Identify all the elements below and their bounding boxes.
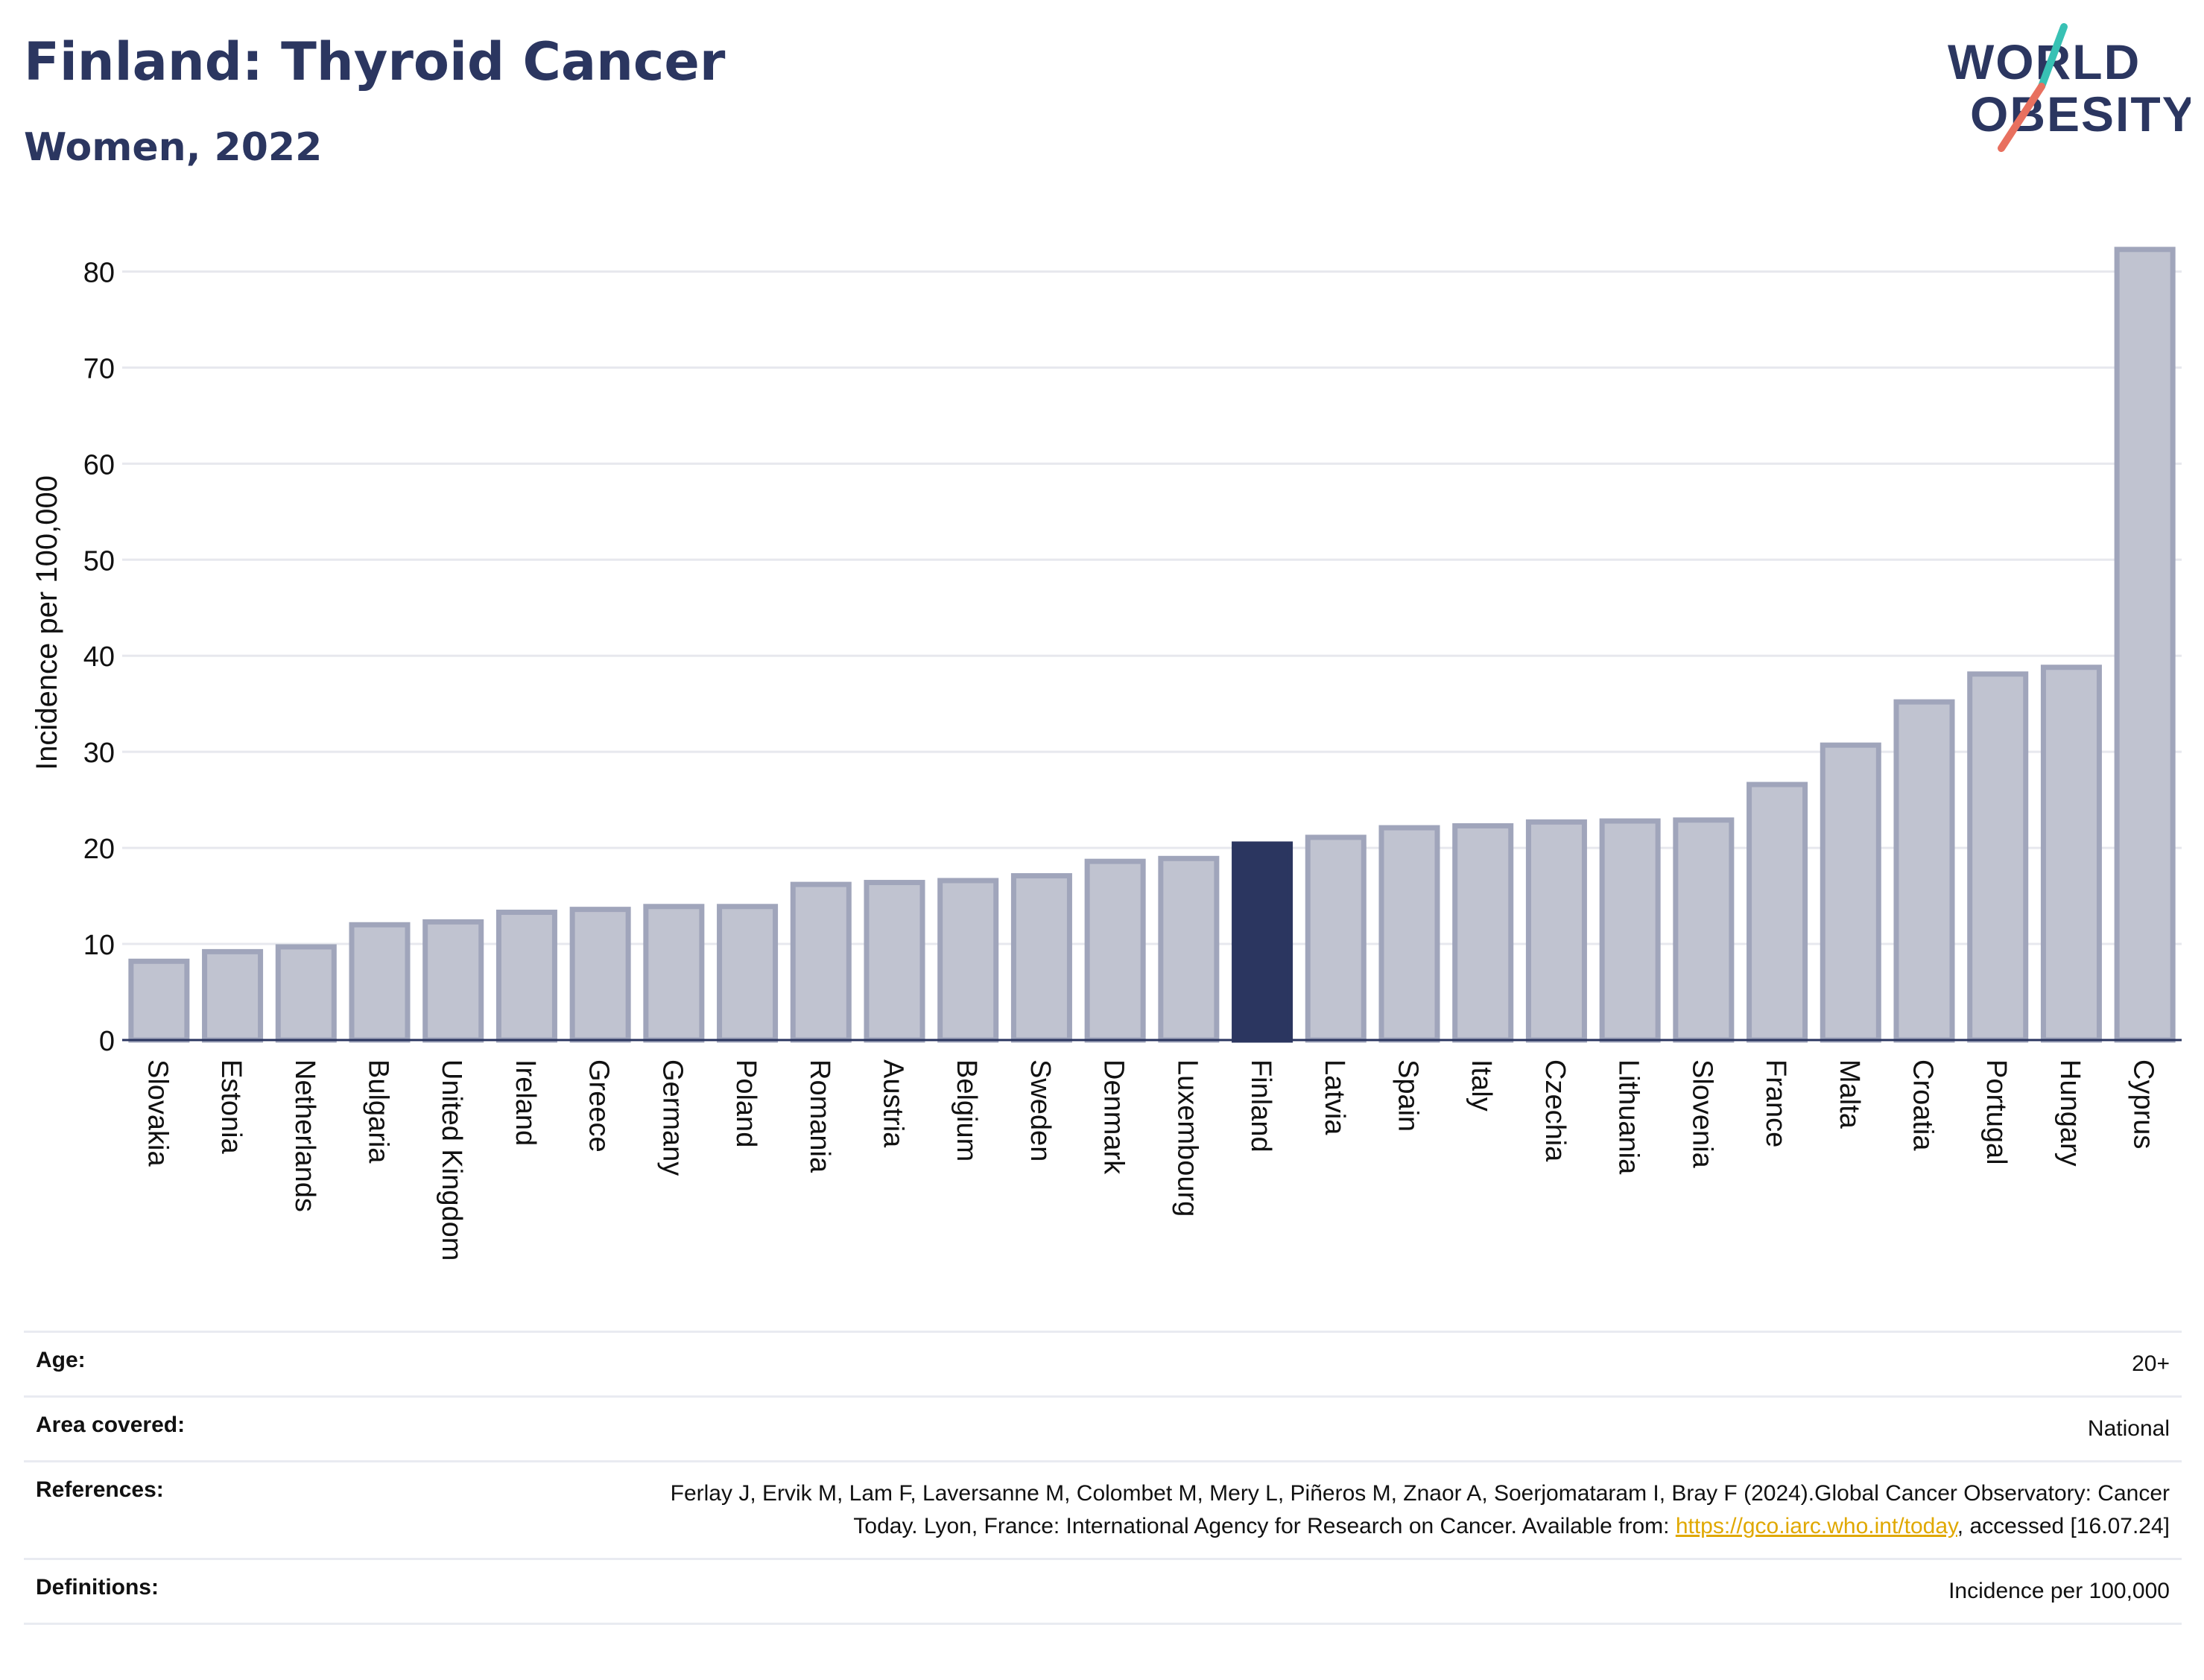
x-tick-label: United Kingdom xyxy=(436,1059,467,1261)
x-tick-label: Ireland xyxy=(510,1059,541,1146)
x-tick-label: Slovenia xyxy=(1686,1059,1717,1169)
bar-czechia xyxy=(1525,819,1587,1043)
x-tick-label: Romania xyxy=(804,1059,835,1173)
bar-netherlands xyxy=(275,944,337,1043)
references-tail: , accessed [16.07.24] xyxy=(1957,1514,2170,1538)
x-tick-label: Cyprus xyxy=(2128,1059,2159,1149)
bar-spain xyxy=(1378,825,1440,1043)
page-subtitle: Women, 2022 xyxy=(24,125,323,170)
bar-cyprus xyxy=(2114,247,2176,1043)
bar-austria xyxy=(864,880,925,1043)
age-label: Age: xyxy=(36,1348,86,1372)
bars xyxy=(128,247,2176,1043)
meta-row-definitions: Definitions: Incidence per 100,000 xyxy=(24,1558,2182,1625)
x-tick-label: Netherlands xyxy=(289,1059,320,1212)
y-tick-label: 0 xyxy=(99,1026,115,1057)
meta-row-area: Area covered: National xyxy=(24,1395,2182,1460)
bar-portugal xyxy=(1967,671,2029,1043)
x-tick-label: Sweden xyxy=(1025,1059,1056,1161)
y-axis-label: Incidence per 100,000 xyxy=(31,475,63,770)
x-tick-label: Austria xyxy=(878,1059,909,1148)
references-link[interactable]: https://gco.iarc.who.int/today xyxy=(1675,1514,1957,1538)
x-tick-label: Estonia xyxy=(215,1059,247,1155)
y-axis-ticks: 0 10 20 30 40 50 60 70 80 xyxy=(83,257,115,1057)
x-tick-label: Bulgaria xyxy=(363,1059,394,1164)
definitions-label: Definitions: xyxy=(36,1575,159,1600)
y-tick-label: 70 xyxy=(83,353,115,384)
x-tick-label: Malta xyxy=(1834,1059,1865,1129)
x-tick-label: Lithuania xyxy=(1613,1059,1644,1175)
bar-slovenia xyxy=(1673,817,1735,1043)
x-tick-label: Croatia xyxy=(1907,1059,1939,1151)
x-tick-label: Belgium xyxy=(951,1059,982,1161)
x-tick-label: Luxembourg xyxy=(1171,1059,1203,1217)
x-tick-label: Czechia xyxy=(1539,1059,1571,1162)
references-label: References: xyxy=(36,1477,164,1502)
bar-poland xyxy=(717,904,779,1043)
bar-finland xyxy=(1232,841,1293,1043)
y-tick-label: 80 xyxy=(83,257,115,288)
bar-estonia xyxy=(202,948,264,1043)
age-value: 20+ xyxy=(2132,1351,2170,1376)
y-tick-label: 20 xyxy=(83,834,115,865)
bar-italy xyxy=(1452,822,1514,1043)
bar-belgium xyxy=(937,878,999,1043)
bar-sweden xyxy=(1010,873,1072,1043)
bar-bulgaria xyxy=(349,922,411,1043)
references-value: Ferlay J, Ervik M, Lam F, Laversanne M, … xyxy=(605,1477,2170,1543)
y-tick-label: 30 xyxy=(83,738,115,769)
page-title: Finland: Thyroid Cancer xyxy=(24,31,726,92)
bar-germany xyxy=(643,904,705,1043)
bar-romania xyxy=(790,881,852,1043)
x-axis-labels: Slovakia Estonia Netherlands Bulgaria United… xyxy=(142,1059,2159,1261)
x-tick-label: Slovakia xyxy=(142,1059,173,1167)
bar-lithuania xyxy=(1599,818,1661,1043)
bar-greece xyxy=(569,907,631,1043)
x-tick-label: Hungary xyxy=(2054,1059,2086,1167)
references-text: Ferlay J, Ervik M, Lam F, Laversanne M, … xyxy=(670,1481,2170,1538)
bar-slovakia xyxy=(128,958,190,1043)
bar-ireland xyxy=(495,910,557,1043)
x-tick-label: Greece xyxy=(583,1059,615,1153)
definitions-value: Incidence per 100,000 xyxy=(1948,1579,2170,1603)
x-tick-label: Finland xyxy=(1245,1059,1276,1153)
y-tick-label: 40 xyxy=(83,641,115,673)
metadata-table: Age: 20+ Area covered: National Referenc… xyxy=(24,1331,2182,1625)
bar-latvia xyxy=(1305,834,1367,1043)
x-tick-label: Poland xyxy=(730,1059,761,1147)
bar-luxembourg xyxy=(1158,855,1220,1043)
bar-denmark xyxy=(1084,858,1146,1043)
bar-chart: 0 10 20 30 40 50 60 70 80 Slovakia Estonia Netherl… xyxy=(31,247,2182,1261)
bar-hungary xyxy=(2040,665,2102,1043)
logo-slash-teal xyxy=(2038,23,2068,90)
y-tick-label: 10 xyxy=(83,930,115,961)
area-label: Area covered: xyxy=(36,1413,186,1437)
world-obesity-logo: WORLD OBESITY xyxy=(1948,23,2191,152)
x-tick-label: Germany xyxy=(656,1059,688,1176)
y-tick-label: 50 xyxy=(83,545,115,577)
meta-row-references: References: Ferlay J, Ervik M, Lam F, La… xyxy=(24,1460,2182,1558)
bar-croatia xyxy=(1893,699,1955,1043)
x-tick-label: Spain xyxy=(1393,1059,1424,1132)
logo-line2: OBESITY xyxy=(1970,86,2191,142)
x-tick-label: Latvia xyxy=(1319,1059,1350,1135)
bar-france xyxy=(1747,782,1808,1043)
logo-slash-coral xyxy=(1998,83,2045,152)
area-value: National xyxy=(2087,1416,2170,1441)
x-tick-label: Portugal xyxy=(1980,1059,2012,1165)
x-tick-label: Italy xyxy=(1466,1059,1497,1112)
bar-malta xyxy=(1820,742,1881,1043)
bar-united-kingdom xyxy=(422,919,484,1043)
meta-row-age: Age: 20+ xyxy=(24,1331,2182,1395)
x-tick-label: Denmark xyxy=(1098,1059,1130,1175)
y-tick-label: 60 xyxy=(83,449,115,481)
x-tick-label: France xyxy=(1760,1059,1791,1147)
